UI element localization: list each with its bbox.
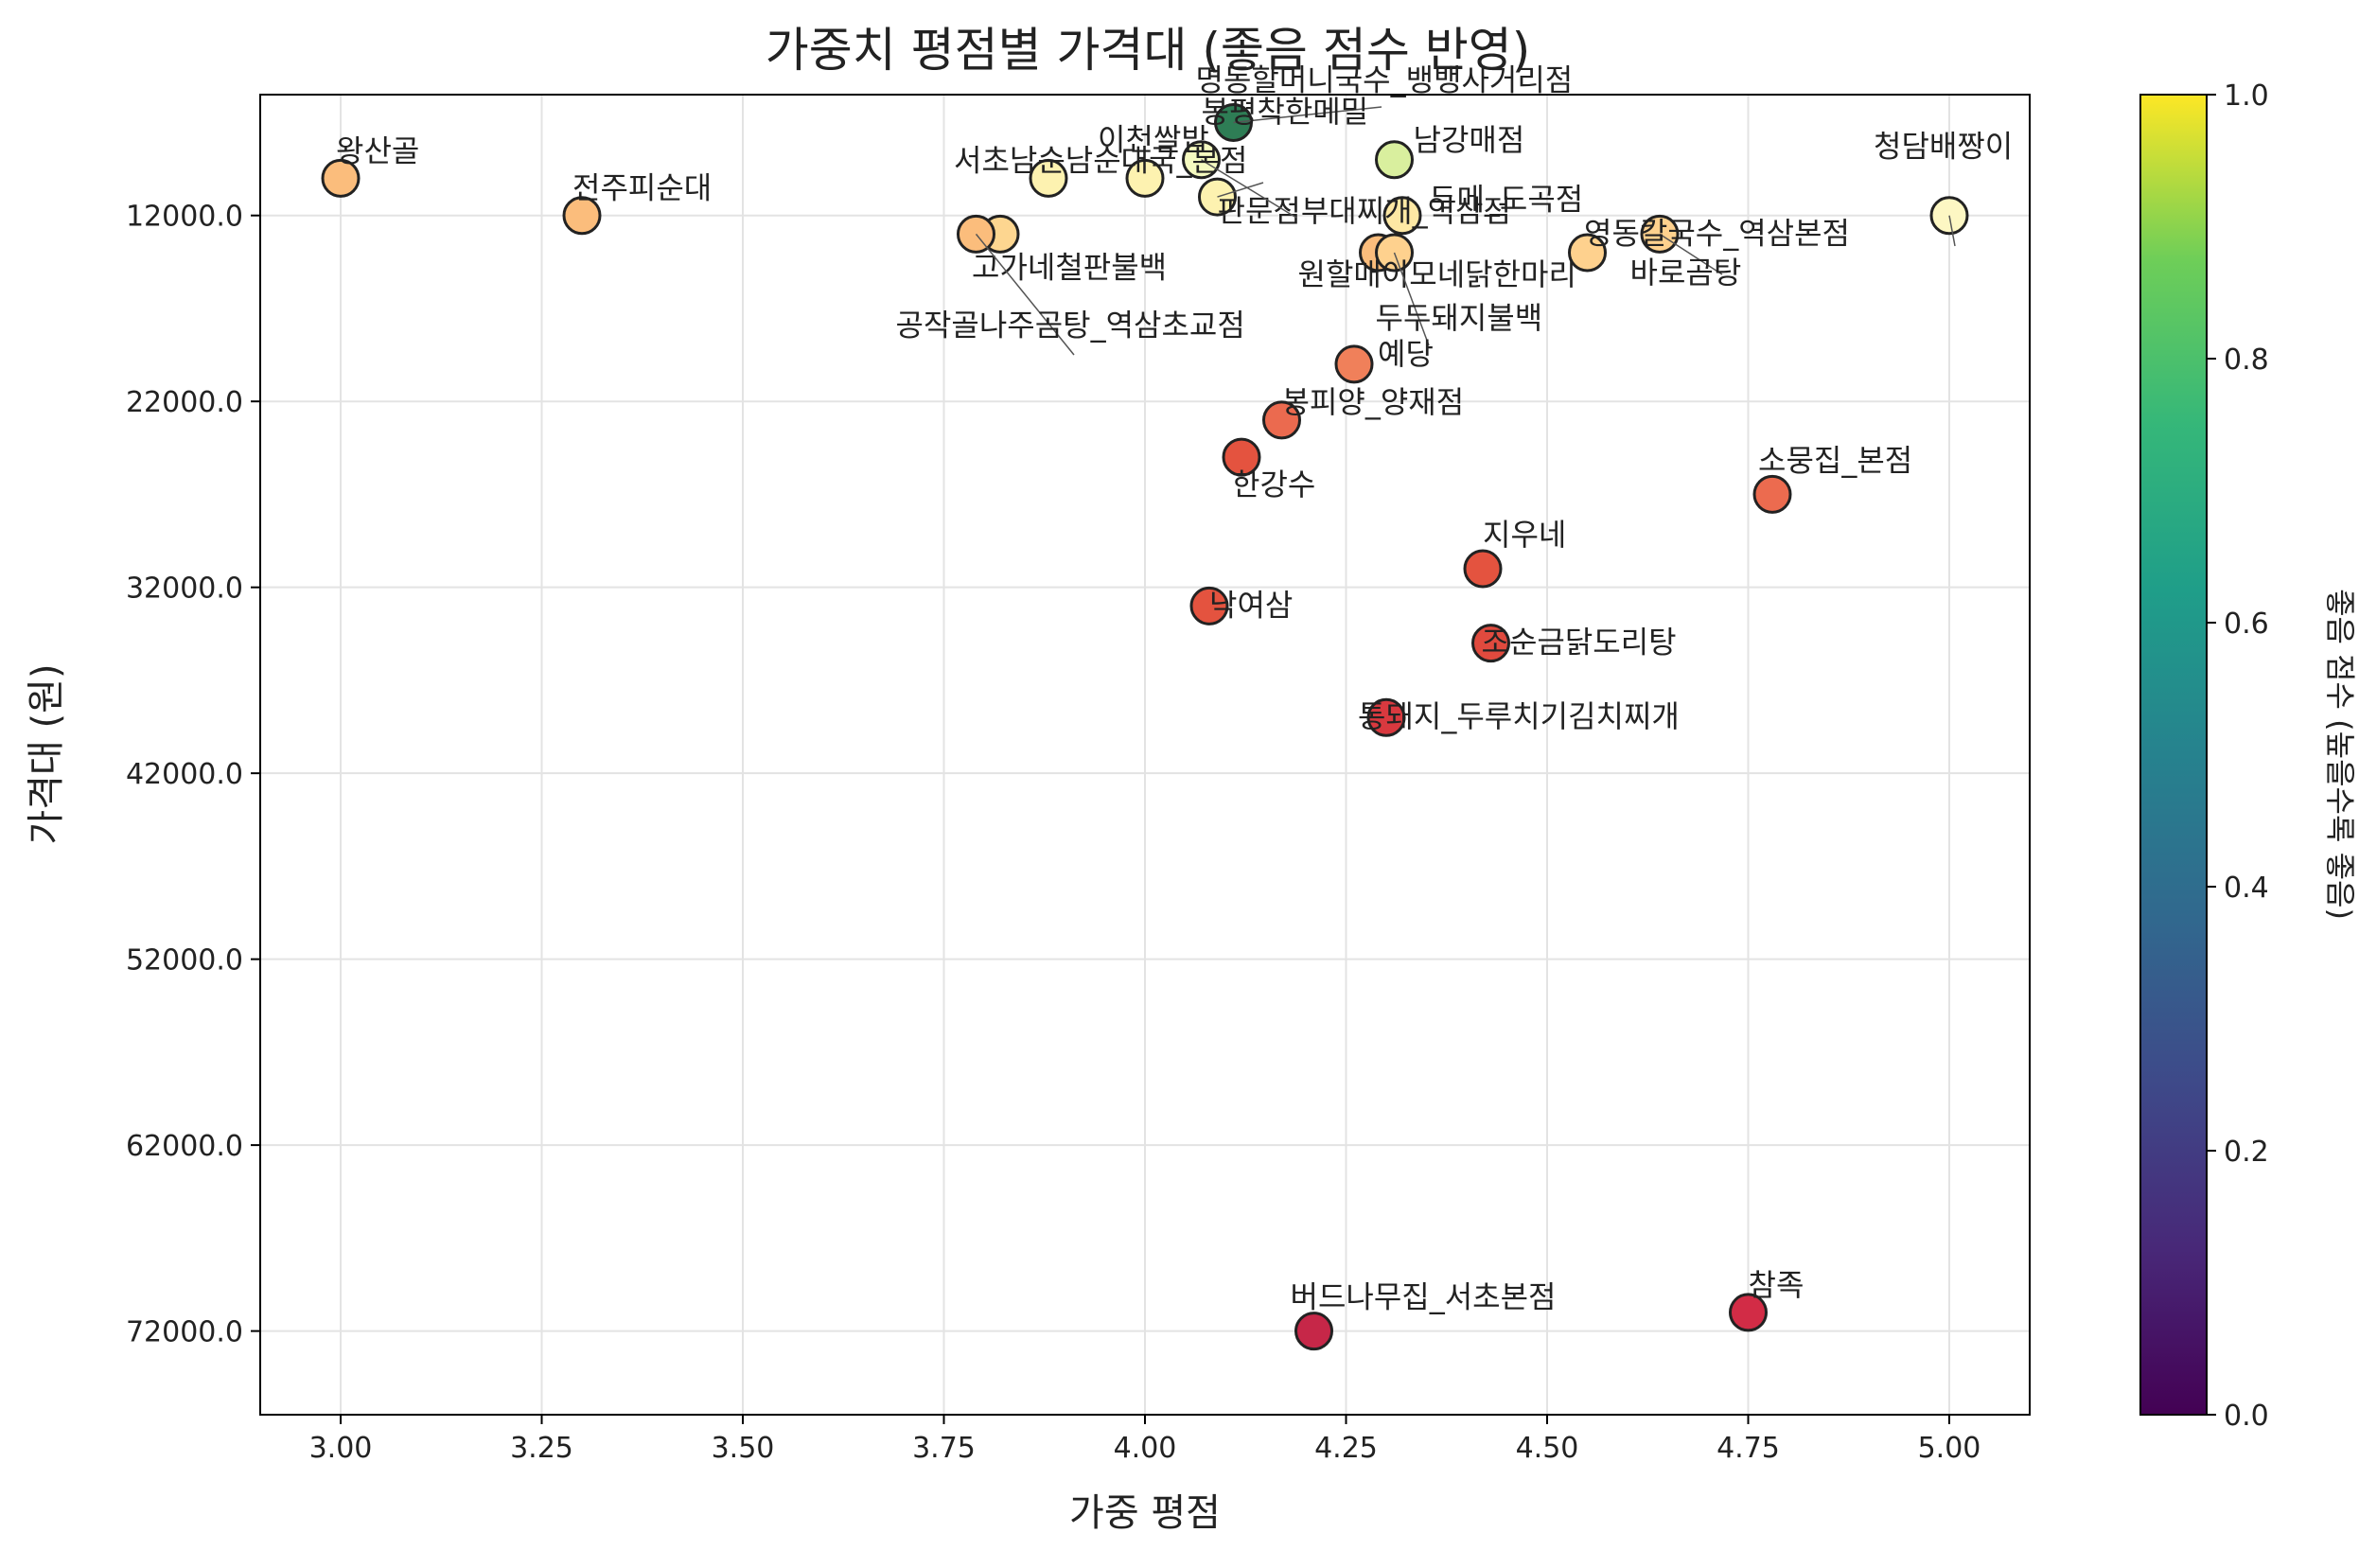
label-leader-line <box>1233 106 1382 124</box>
x-tick-label: 4.50 <box>1516 1432 1579 1465</box>
point-label: 조순금닭도리탕 <box>1482 625 1677 661</box>
point-label: 참족 <box>1749 1267 1804 1303</box>
scatter-point <box>1029 158 1068 198</box>
point-label: 통돼지_두루치기김치찌개 <box>1358 698 1680 734</box>
point-label: 남강매점 <box>1414 122 1525 158</box>
point-label: 봉평착한메밀 <box>1202 94 1369 130</box>
point-label: 예당 <box>1378 336 1434 372</box>
point-label: 서초남순남순대국_본점 <box>954 142 1247 178</box>
point-label: 한강수 <box>1232 467 1315 502</box>
x-tick-label: 3.50 <box>712 1432 775 1465</box>
x-tick-label: 3.75 <box>912 1432 976 1465</box>
colorbar-tick-label: 0.6 <box>2224 608 2269 641</box>
point-label: 봉피양_양재점 <box>1282 384 1465 420</box>
x-tick-label: 3.25 <box>510 1432 573 1465</box>
point-label: 낙여삼 <box>1209 587 1293 623</box>
y-tick-label: 22000.0 <box>126 386 243 419</box>
x-axis-ticks: 3.00 3.25 3.50 3.75 4.00 4.25 4.50 4.75 5.00 <box>309 1415 1981 1465</box>
x-tick-label: 3.00 <box>309 1432 373 1465</box>
scatter-point <box>1471 624 1510 663</box>
scatter-point <box>1189 586 1229 625</box>
point-label: 왕산골 <box>336 132 419 168</box>
scatter-point <box>1375 140 1414 180</box>
scatter-point <box>1334 344 1374 384</box>
y-tick-label: 32000.0 <box>126 573 243 606</box>
scatter-point <box>1752 474 1792 514</box>
colorbar-tick-label: 1.0 <box>2224 79 2269 113</box>
scatter-point <box>1463 549 1503 589</box>
point-label: 명동할머니국수_뱅뱅사거리점 <box>1196 62 1574 97</box>
y-tick-label: 12000.0 <box>126 201 243 234</box>
point-label: 고가네철판불백 <box>972 249 1167 285</box>
point-label: 원할매이모네닭한마리 <box>1298 256 1576 292</box>
points <box>321 102 1969 1351</box>
x-axis-title: 가중 평점 <box>1069 1491 1221 1535</box>
point-label: 두메_도곡점 <box>1429 182 1583 218</box>
point-label: 버드나무집_서초본점 <box>1291 1279 1557 1315</box>
point-label: 지우네 <box>1483 517 1566 553</box>
y-tick-label: 62000.0 <box>126 1130 243 1163</box>
point-label: 청담배짱이 <box>1874 129 2013 165</box>
label-leader-line <box>1659 233 1723 275</box>
colorbar-ticks: 0.0 0.2 0.4 0.6 0.8 1.0 <box>2207 79 2269 1433</box>
point-label: 이천쌀밥 <box>1098 121 1209 157</box>
grid <box>260 95 2030 1415</box>
point-label: 두두돼지불백 <box>1376 300 1543 336</box>
label-leader-line <box>1948 215 1956 247</box>
colorbar-tick-label: 0.0 <box>2224 1400 2269 1433</box>
y-tick-label: 52000.0 <box>126 944 243 978</box>
label-leader-line <box>975 233 1075 356</box>
scatter-point <box>1729 1293 1768 1332</box>
scatter-point <box>1366 697 1406 737</box>
label-leader-line <box>1201 159 1297 219</box>
scatter-point <box>1125 158 1165 198</box>
colorbar-title: 좋음 점수 (높을수록 좋음) <box>2322 589 2358 920</box>
y-tick-label: 72000.0 <box>126 1316 243 1349</box>
y-axis-ticks: 12000.0 22000.0 32000.0 42000.0 52000.0 62000… <box>126 201 260 1349</box>
label-leader-line <box>1393 252 1430 346</box>
x-tick-label: 4.25 <box>1314 1432 1378 1465</box>
scatter-point <box>1568 233 1607 273</box>
scatter-point <box>1382 196 1422 236</box>
scatter-point <box>1222 437 1261 477</box>
scatter-point <box>1294 1312 1333 1351</box>
x-tick-label: 4.75 <box>1716 1432 1780 1465</box>
scatter-point <box>1262 400 1301 440</box>
y-axis-title: 가격대 (원) <box>25 663 68 844</box>
label-leader-line <box>1217 182 1264 198</box>
point-label: 전주피순대 <box>572 170 712 206</box>
scatter-point <box>321 158 361 198</box>
point-label: 소뭉집_본점 <box>1758 442 1912 478</box>
colorbar-tick-label: 0.8 <box>2224 344 2269 377</box>
colorbar-tick-label: 0.2 <box>2224 1136 2269 1169</box>
chart-title: 가중치 평점별 가격대 (좋음 점수 반영) <box>766 23 1530 78</box>
colorbar-tick-label: 0.4 <box>2224 872 2269 905</box>
x-tick-label: 4.00 <box>1114 1432 1177 1465</box>
point-label: 바로곰탕 <box>1630 255 1742 291</box>
colorbar <box>2139 94 2208 1416</box>
y-tick-label: 42000.0 <box>126 758 243 791</box>
point-label: 영동칼국수_역삼본점 <box>1584 215 1850 251</box>
x-tick-label: 5.00 <box>1918 1432 1981 1465</box>
scatter-point <box>562 196 602 236</box>
point-label: 공작골나주곰탕_역삼초교점 <box>896 307 1245 343</box>
